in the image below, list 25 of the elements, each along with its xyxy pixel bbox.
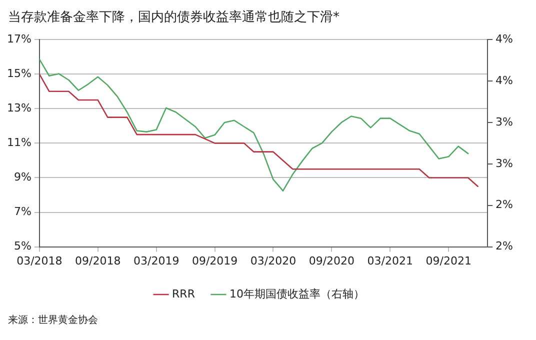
y2-tick-label: 4% [496,32,513,46]
y-tick-label: 13% [6,102,32,115]
x-tick-label: 09/2019 [192,254,238,268]
y2-tick-label: 4% [496,74,513,87]
x-tick-label: 09/2021 [426,254,472,268]
legend-label: RRR [172,287,196,300]
y2-tick-label: 2% [496,240,513,253]
chart-title: 当存款准备金率下降，国内的债券收益率通常也随之下滑* [8,9,340,26]
x-tick-label: 03/2019 [133,254,180,268]
y-tick-label: 15% [6,66,32,80]
y-tick-label: 17% [6,32,32,46]
source-note: 来源：世界黄金协会 [8,314,98,327]
y-tick-label: 7% [14,205,32,218]
x-tick-label: 09/2020 [308,254,355,268]
y2-tick-label: 2% [496,198,513,212]
x-tick-label: 03/2020 [250,254,296,268]
x-tick-label: 03/2021 [367,254,413,268]
legend-label: 10年期国债收益率（右轴） [229,287,364,300]
y2-tick-label: 3% [496,115,513,128]
y-tick-label: 11% [6,136,32,150]
x-tick-label: 03/2018 [16,254,62,268]
y2-tick-label: 3% [496,156,513,170]
y-tick-label: 9% [14,170,32,184]
y-tick-label: 5% [14,240,32,253]
x-tick-label: 09/2018 [75,254,121,268]
